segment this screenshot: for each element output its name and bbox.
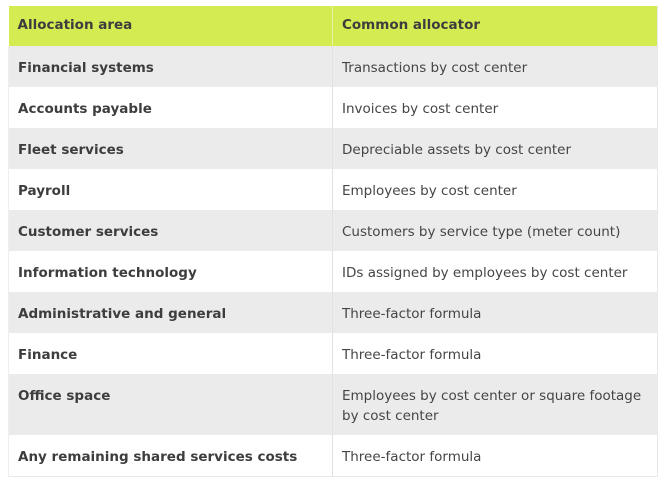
allocation-area-cell: Payroll — [8, 169, 333, 210]
table-row: Administrative and general Three-factor f… — [8, 292, 658, 333]
table-row: Financial systems Transactions by cost ce… — [8, 46, 658, 87]
allocation-area-cell: Information technology — [8, 251, 333, 292]
table-row: Office space Employees by cost center or … — [8, 374, 658, 435]
table-row: Payroll Employees by cost center — [8, 169, 658, 210]
table-row: Information technology IDs assigned by em… — [8, 251, 658, 292]
allocation-area-cell: Customer services — [8, 210, 333, 251]
allocation-table: Allocation area Common allocator Financi… — [8, 6, 658, 477]
allocation-area-cell: Administrative and general — [8, 292, 333, 333]
allocation-area-cell: Financial systems — [8, 46, 333, 87]
allocation-area-cell: Any remaining shared services costs — [8, 435, 333, 476]
allocation-area-cell: Office space — [8, 374, 333, 435]
allocation-area-cell: Accounts payable — [8, 87, 333, 128]
common-allocator-cell: Customers by service type (meter count) — [332, 210, 658, 251]
allocation-area-cell: Fleet services — [8, 128, 333, 169]
common-allocator-cell: Three-factor formula — [332, 292, 658, 333]
header-row: Allocation area Common allocator — [8, 6, 658, 46]
table-row: Any remaining shared services costs Three… — [8, 435, 658, 476]
common-allocator-cell: Transactions by cost center — [332, 46, 658, 87]
header-allocation-area: Allocation area — [8, 6, 333, 46]
common-allocator-cell: Employees by cost center or square foota… — [332, 374, 658, 435]
common-allocator-cell: Depreciable assets by cost center — [332, 128, 658, 169]
common-allocator-cell: IDs assigned by employees by cost center — [332, 251, 658, 292]
header-common-allocator: Common allocator — [332, 6, 658, 46]
common-allocator-cell: Employees by cost center — [332, 169, 658, 210]
table-row: Accounts payable Invoices by cost center — [8, 87, 658, 128]
common-allocator-cell: Three-factor formula — [332, 333, 658, 374]
table-row: Finance Three-factor formula — [8, 333, 658, 374]
table-row: Customer services Customers by service ty… — [8, 210, 658, 251]
table-row: Fleet services Depreciable assets by cost… — [8, 128, 658, 169]
common-allocator-cell: Invoices by cost center — [332, 87, 658, 128]
common-allocator-cell: Three-factor formula — [332, 435, 658, 476]
allocation-area-cell: Finance — [8, 333, 333, 374]
